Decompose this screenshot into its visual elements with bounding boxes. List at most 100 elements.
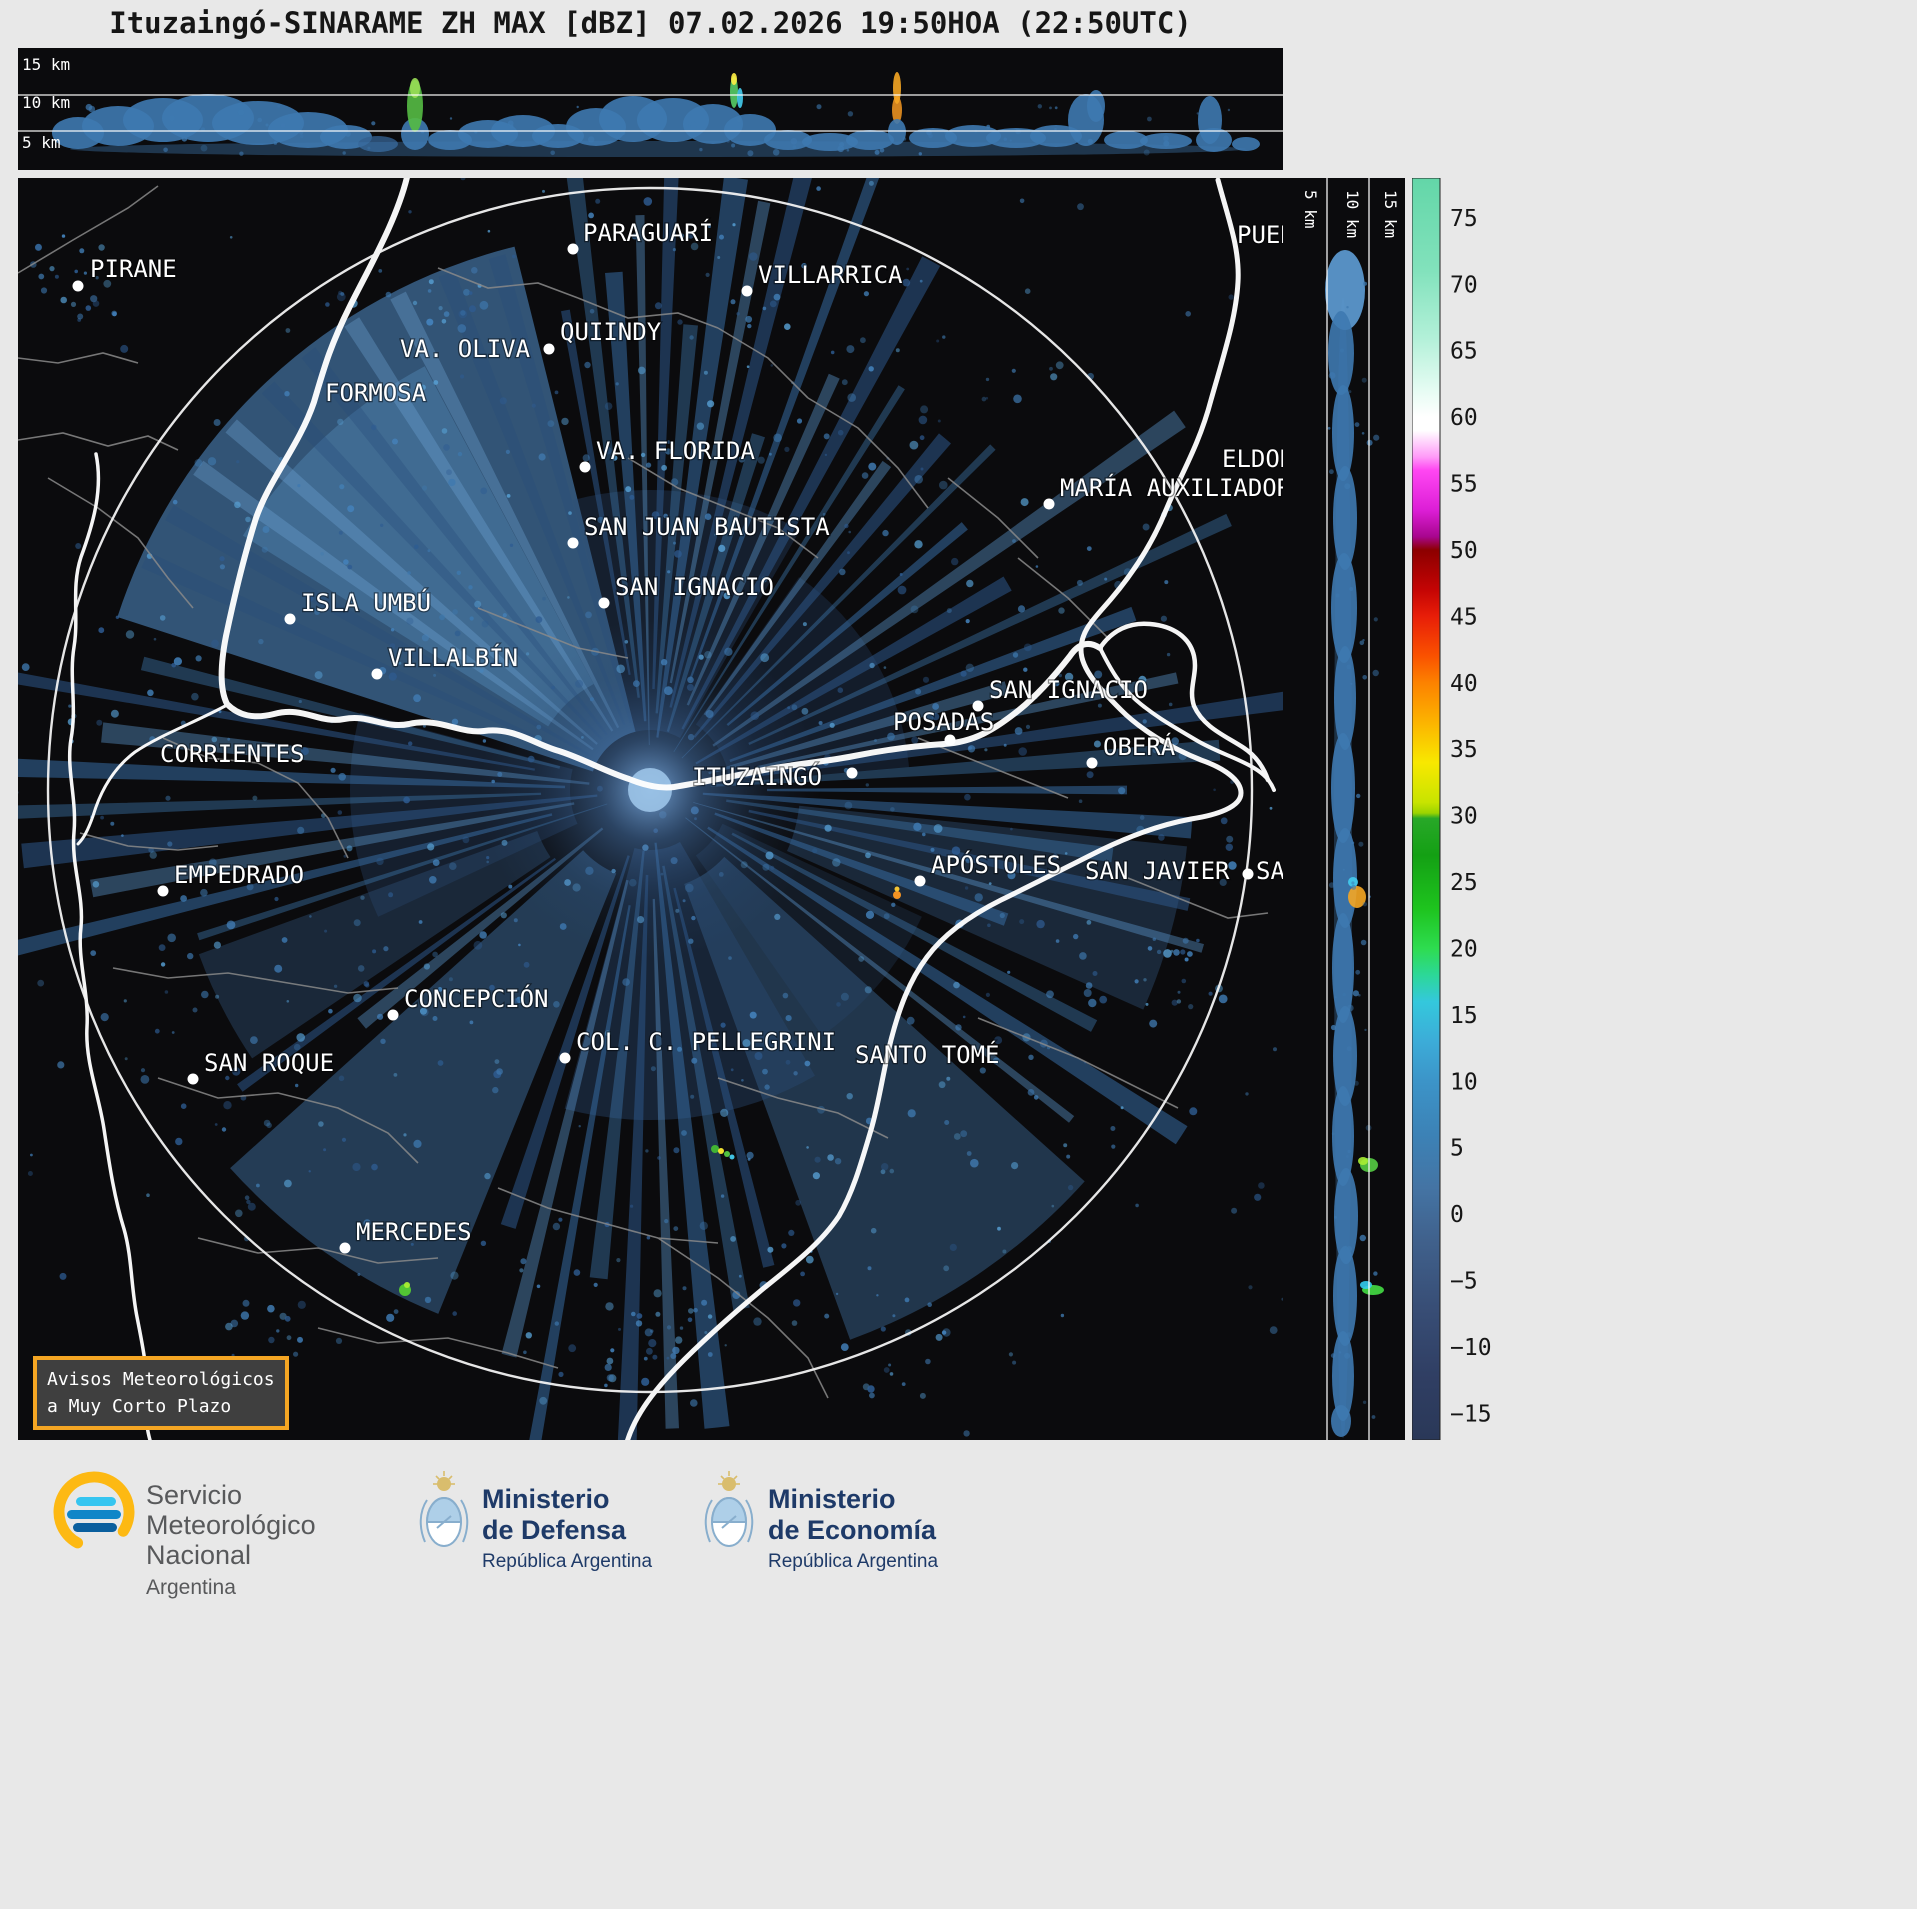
city-label: APÓSTOLES [931,849,1061,879]
radar-echo-wedge [681,256,941,730]
city-dot [1086,757,1098,769]
cross-section-top-panel: 15 km 10 km 5 km [18,48,1283,170]
radar-echo-wedge [165,505,590,756]
city-dot [846,767,858,779]
radar-echo-wedge [117,246,636,772]
city-label: SAN [1256,857,1283,885]
admin-boundaries [18,185,1269,1399]
economia-line-3: República Argentina [768,1551,939,1572]
river [76,703,229,846]
city-label: VILLALBÍN [388,643,518,672]
city-label: PIRANE [90,255,177,283]
height-label: 10 km [1343,190,1362,238]
smn-line-1: Servicio [146,1480,243,1510]
city-dot [598,597,610,609]
city-label: COL. C. PELLEGRINI [576,1028,836,1056]
colored-echo-speck [404,1282,410,1288]
city-dot [559,1052,571,1064]
colorbar-tick-label: 15 [1450,1003,1478,1029]
radar-echo-wedge [237,857,556,1092]
colorbar-tick-label: 45 [1450,604,1478,630]
radar-echo-wedge [101,722,590,785]
radar-echo-wedge [689,178,880,681]
city-dot [579,461,591,473]
city-label: PUERTO [1237,221,1283,249]
defensa-wordmark: Ministerio de Defensa República Argentin… [482,1484,652,1573]
radar-echo-wedge [617,874,649,1440]
radar-echo-wedge [390,291,620,729]
radar-echo-wedge [703,460,892,716]
radar-echo-wedge [301,347,608,736]
city-dot [567,537,579,549]
radar-echo-wedge [656,178,748,738]
radar-echo-wedge [488,254,632,723]
side-echoes [1325,250,1384,1438]
city-label: CONCEPCIÓN [404,983,549,1013]
city-label: OBERÁ [1103,732,1176,761]
colorbar-tick-label: 0 [1450,1202,1464,1228]
defensa-line-3: República Argentina [482,1551,653,1572]
colored-echo-speck [718,1148,724,1154]
city-label: SANTO TOMÉ [855,1040,1000,1069]
city-dot [1043,498,1055,510]
city-dot [567,243,579,255]
colorbar-tick-label: 5 [1450,1136,1464,1162]
city-dot [387,1009,399,1021]
radar-echo-wedge [707,826,1188,1145]
rivers [67,178,1276,1440]
warning-box: Avisos Meteorológicos a Muy Corto Plazo [33,1356,289,1430]
radar-echo-wedge [501,879,629,1358]
city-label: MERCEDES [356,1218,472,1246]
river [1097,621,1271,783]
city-label: QUIINDY [560,318,662,346]
defensa-line-2: de Defensa [482,1515,627,1545]
colorbar-tick-label: 65 [1450,339,1478,365]
colorbar-gradient [1412,178,1441,1440]
radar-echo-wedge [662,865,750,1311]
radar-echo-wedge [230,850,617,1314]
colored-echo-speck [729,1154,735,1160]
defensa-crest-icon [419,1471,469,1547]
radar-echo-wedge [652,178,679,690]
smn-logo [53,1471,135,1553]
height-label: 5 km [22,133,61,152]
defensa-line-1: Ministerio [482,1484,610,1514]
radar-echo-wedge [712,410,1186,747]
height-label: 15 km [1381,190,1400,238]
colorbar: 75 70 65 60 55 50 45 40 35 30 25 20 15 10 5 0 −5 −10 −15 [1412,178,1522,1440]
colorbar-tick-label: 55 [1450,472,1478,498]
radar-echo-wedge [756,672,1179,769]
radar-map-panel: PIRANE PARAGUARÍ VILLARRICA QUIINDY VA. OLIV… [18,178,1283,1440]
radar-echo-wedge [655,324,698,714]
radar-echo-wedge [561,309,631,675]
radar-echo-wedge [767,785,1128,795]
colorbar-tick-label: 35 [1450,737,1478,763]
height-label: 10 km [22,93,70,112]
city-dot [972,700,984,712]
smn-line-2: Meteorológico [146,1510,316,1540]
colorbar-tick-label: 60 [1450,405,1478,431]
colorbar-tick-label: 75 [1450,206,1478,232]
city-dot [72,280,84,292]
colored-echo-speck [894,886,900,892]
city-label: SAN JUAN BAUTISTA [584,513,830,541]
radar-echo-wedge [529,905,631,1440]
radar-echo-wedge [748,513,1232,745]
radar-echo-wedge [731,832,1098,1032]
radar-echo-wedge [261,381,603,740]
radar-echo-wedge [635,215,650,745]
city-dot [914,875,926,887]
radar-echoes [18,178,1283,1440]
city-label: VILLARRICA [758,261,903,289]
radar-echo-wedge [669,178,812,708]
height-label: 5 km [1301,190,1320,229]
economia-crest-icon [704,1471,754,1547]
city-label: SAN ROQUE [204,1049,334,1077]
radar-echo-wedge [693,802,1204,953]
cross-section-side-panel: 5 km 10 km 15 km [1283,178,1405,1440]
colorbar-tick-label: 25 [1450,870,1478,896]
colored-echo-speck [893,891,901,899]
river [625,178,1244,1440]
radar-echo-wedge [684,856,1085,1340]
